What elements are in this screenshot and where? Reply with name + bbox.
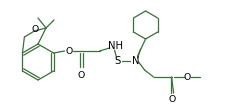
Text: S: S [114,56,121,66]
Text: O: O [168,95,176,103]
Text: O: O [66,46,73,56]
Text: O: O [78,70,85,80]
Text: N: N [132,56,139,66]
Text: O: O [32,25,39,33]
Text: O: O [184,72,191,82]
Text: NH: NH [108,41,123,51]
